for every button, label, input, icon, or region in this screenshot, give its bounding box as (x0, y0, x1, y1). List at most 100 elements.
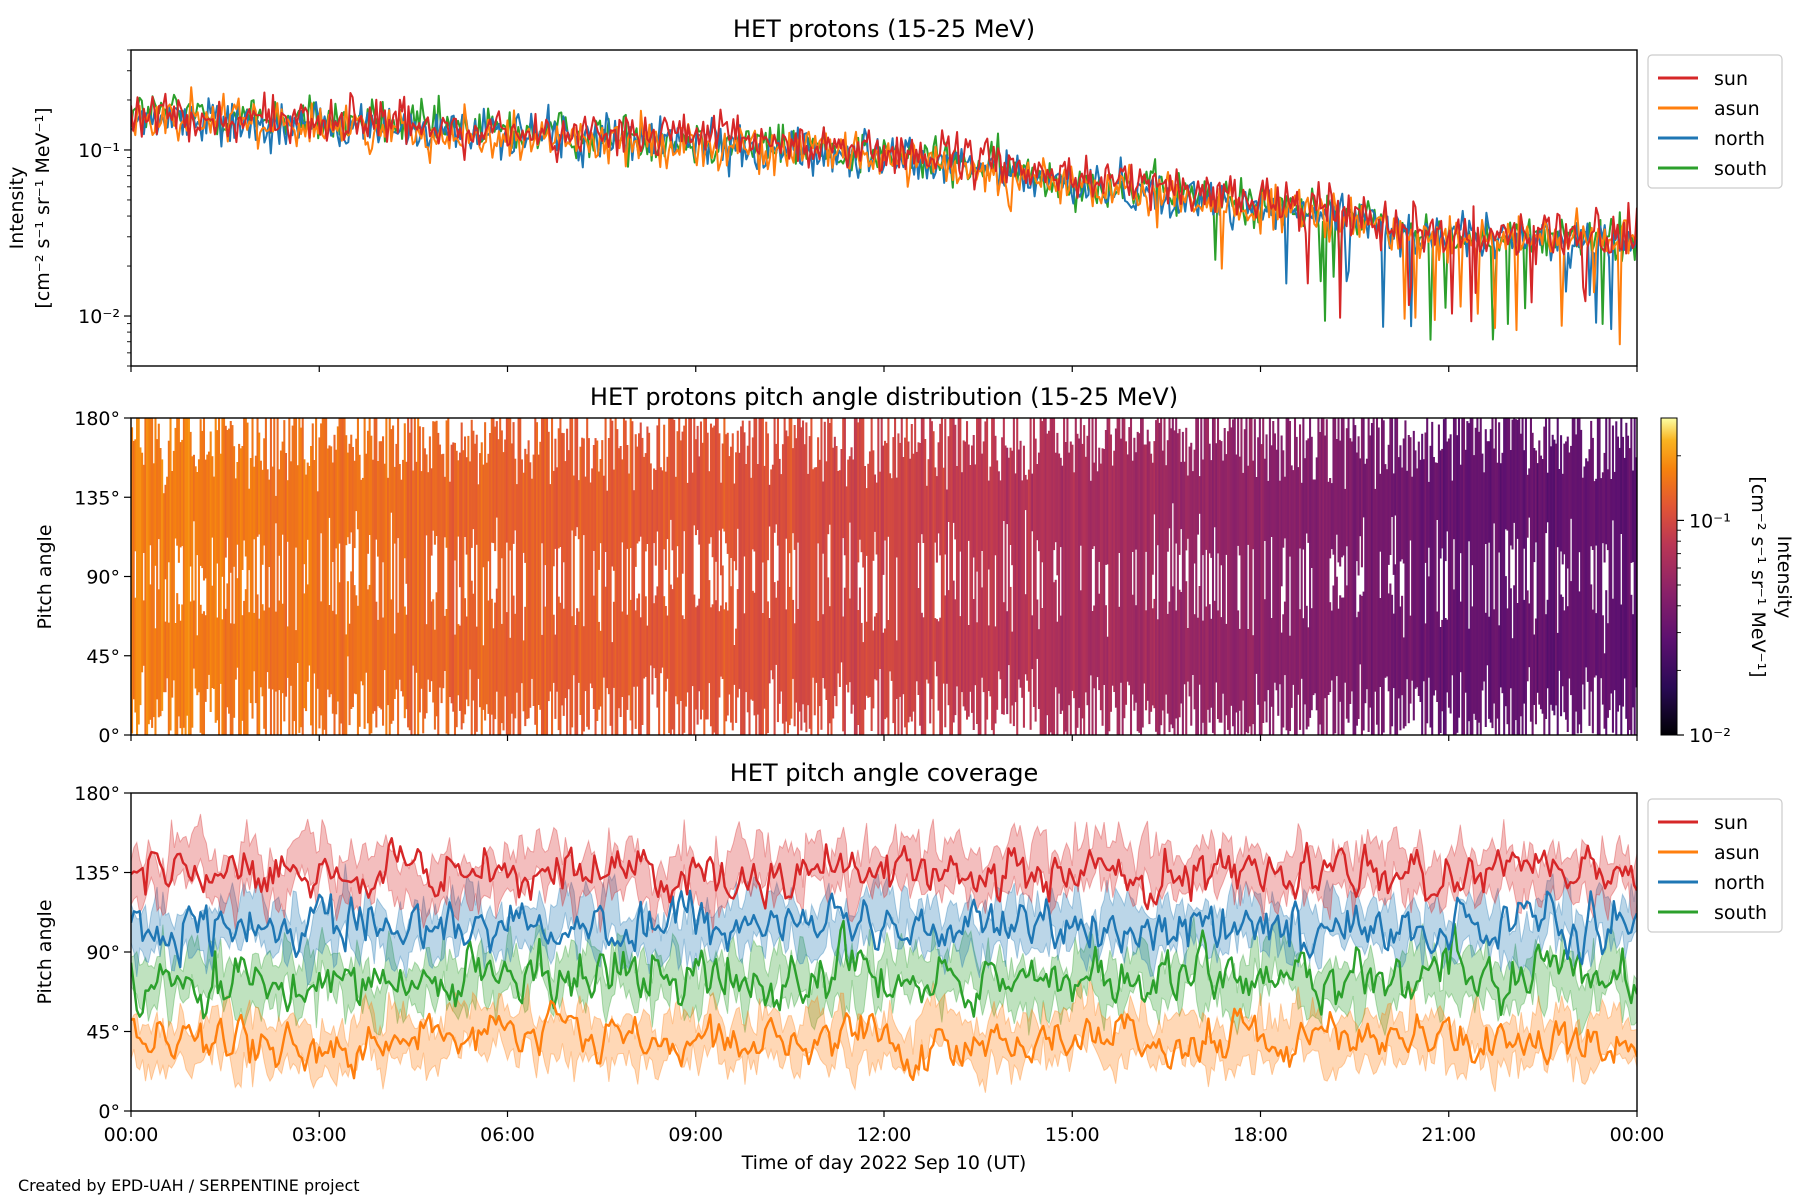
heatmap-cell (905, 418, 908, 735)
heatmap-cell (1031, 473, 1034, 532)
heatmap-cell (654, 595, 657, 678)
heatmap-cell (636, 446, 639, 544)
heatmap-cell (197, 459, 200, 693)
x-tick-label: 18:00 (1233, 1124, 1288, 1146)
heatmap-cell (1402, 438, 1405, 564)
heatmap-cell (330, 446, 333, 695)
heatmap-cell (1263, 599, 1266, 702)
heatmap-cell (154, 628, 157, 735)
heatmap-cell (361, 477, 364, 686)
heatmap-cell (775, 443, 778, 525)
heatmap-cell (1273, 433, 1276, 683)
heatmap-cell (184, 418, 187, 735)
heatmap-cell (1509, 450, 1512, 546)
heatmap-cell (321, 418, 324, 735)
heatmap-cell (1523, 450, 1526, 549)
heatmap-cell (191, 456, 194, 728)
heatmap-cell (1394, 418, 1397, 516)
heatmap-cell (1225, 454, 1228, 555)
heatmap-cell (882, 445, 885, 575)
heatmap-cell (741, 420, 744, 735)
heatmap-cell (1469, 418, 1472, 735)
heatmap-cell (1220, 617, 1223, 723)
heatmap-cell (226, 583, 229, 708)
heatmap-cell (1193, 614, 1196, 710)
heatmap-cell (301, 418, 304, 735)
heatmap-cell (1628, 448, 1631, 730)
heatmap-cell (773, 418, 776, 533)
heatmap-cell (1002, 418, 1005, 521)
heatmap-cell (641, 437, 644, 725)
heatmap-cell (258, 618, 261, 735)
series-line-north (131, 889, 1637, 969)
heatmap-cell (1228, 418, 1231, 735)
heatmap-cell (1064, 442, 1067, 732)
heatmap-cell (845, 486, 848, 685)
heatmap-cell (862, 642, 865, 735)
heatmap-cell (1243, 429, 1246, 735)
heatmap-cell (619, 446, 622, 717)
heatmap-cell (1014, 473, 1017, 703)
heatmap-cell (877, 418, 880, 735)
heatmap-cell (435, 420, 438, 536)
heatmap-cell (499, 418, 502, 735)
heatmap-cell (1447, 438, 1450, 708)
heatmap-cell (174, 623, 177, 735)
heatmap-cell (1089, 480, 1092, 676)
heatmap-cell (612, 601, 615, 688)
x-tick-label: 06:00 (480, 1124, 535, 1146)
heatmap-cell (1205, 606, 1208, 735)
heatmap-cell (154, 418, 157, 566)
heatmap-cell (311, 423, 314, 735)
colorbar: 10⁻¹ 10⁻² Intensity [cm⁻² s⁻¹ sr⁻¹ MeV⁻¹] (1660, 417, 1795, 747)
heatmap-cell (1528, 468, 1531, 518)
heatmap-cell (999, 480, 1002, 680)
heatmap-cell (1076, 433, 1079, 728)
heatmap-cell (726, 432, 729, 554)
heatmap-cell (428, 436, 431, 692)
heatmap-cell (139, 447, 142, 706)
heatmap-cell (1084, 456, 1087, 693)
heatmap-cell (492, 418, 495, 544)
heatmap-cell (815, 467, 818, 683)
heatmap-cell (187, 418, 190, 735)
heatmap-cell (738, 452, 741, 689)
heatmap-cell (542, 418, 545, 735)
heatmap-cell (447, 418, 450, 735)
heatmap-cell (656, 586, 659, 708)
heatmap-cell (1516, 419, 1519, 539)
heatmap-cell (263, 610, 266, 729)
heatmap-cell (1441, 448, 1444, 549)
heatmap-cell (706, 432, 709, 720)
heatmap-cell (663, 596, 666, 735)
heatmap-cell (253, 612, 256, 672)
heatmap-cell (182, 418, 185, 728)
heatmap-cell (1161, 450, 1164, 711)
heatmap-cell (678, 418, 681, 735)
heatmap-cell (1362, 591, 1365, 731)
heatmap-cell (469, 461, 472, 670)
colorbar-tick-label: 10⁻² (1689, 725, 1731, 747)
heatmap-cell (674, 476, 677, 697)
heatmap-cell (636, 598, 639, 687)
heatmap-cell (1047, 430, 1051, 735)
heatmap-cell (910, 424, 913, 722)
heatmap-cell (880, 418, 883, 735)
heatmap-cell (1307, 438, 1310, 543)
colorbar-gradient (1660, 417, 1678, 736)
heatmap-cell (1531, 432, 1534, 735)
heatmap-cell (986, 418, 989, 720)
heatmap-cell (1049, 418, 1052, 733)
heatmap-cell (355, 595, 358, 695)
heatmap-cell (1096, 471, 1099, 678)
heatmap-cell (484, 422, 487, 721)
heatmap-cell (611, 420, 614, 567)
heatmap-cell (735, 628, 738, 723)
heatmap-cell (785, 609, 788, 722)
heatmap-cell (1175, 610, 1178, 719)
heatmap-cell (211, 456, 214, 538)
heatmap-cell (649, 463, 652, 666)
heatmap-cell (261, 604, 264, 697)
heatmap-cell (817, 620, 820, 735)
heatmap-cell (1059, 457, 1062, 548)
